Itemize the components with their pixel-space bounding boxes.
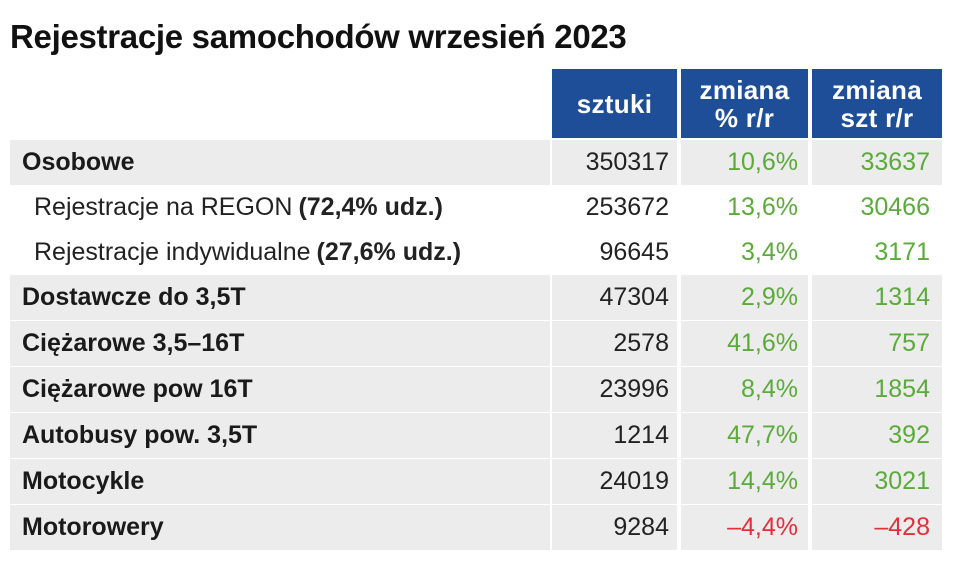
row-label: Motocykle: [10, 459, 550, 504]
row-label: Ciężarowe pow 16T: [10, 367, 550, 412]
column-header-zmiana-pct: zmiana % r/r: [681, 69, 808, 138]
row-zmiana-szt: 1314: [812, 275, 942, 320]
row-sztuki: 9284: [552, 505, 677, 550]
row-label-container: Rejestracje na REGON (72,4% udz.): [10, 185, 550, 230]
row-sztuki: 23996: [552, 367, 677, 412]
page-title: Rejestracje samochodów wrzesień 2023: [10, 18, 627, 55]
table-row-motocykle: Motocykle 24019 14,4% 3021: [10, 459, 942, 504]
row-sztuki: 96645: [599, 238, 669, 266]
row-sztuki: 1214: [552, 413, 677, 458]
row-zmiana-pct: 8,4%: [681, 367, 808, 412]
row-label: Dostawcze do 3,5T: [10, 275, 550, 320]
row-zmiana-pct: 14,4%: [681, 459, 808, 504]
row-label: Autobusy pow. 3,5T: [10, 413, 550, 458]
row-sztuki: 253672: [585, 193, 669, 221]
table-row-dostawcze: Dostawcze do 3,5T 47304 2,9% 1314: [10, 275, 942, 320]
row-zmiana-szt: 3171: [874, 238, 930, 266]
row-label: Osobowe: [10, 140, 550, 185]
row-zmiana-szt: 30466: [860, 193, 930, 221]
row-zmiana-szt: 33637: [812, 140, 942, 185]
row-sztuki: 47304: [552, 275, 677, 320]
row-zmiana-szt: –428: [812, 505, 942, 550]
row-label: Motorowery: [10, 505, 550, 550]
table-row-regon: Rejestracje na REGON (72,4% udz.) 253672…: [10, 185, 942, 230]
row-sztuki: 350317: [552, 140, 677, 185]
table-row-autobusy: Autobusy pow. 3,5T 1214 47,7% 392: [10, 413, 942, 458]
row-label-container: Rejestracje indywidualne (27,6% udz.): [10, 230, 550, 275]
row-label: Ciężarowe 3,5–16T: [10, 321, 550, 366]
column-header-zmiana-pct-line2: % r/r: [714, 102, 775, 133]
table-row-motorowery: Motorowery 9284 –4,4% –428: [10, 505, 942, 550]
row-zmiana-pct: 41,6%: [681, 321, 808, 366]
row-sztuki: 2578: [552, 321, 677, 366]
table-row-indywidualne: Rejestracje indywidualne (27,6% udz.) 96…: [10, 230, 942, 275]
row-zmiana-szt: 1854: [812, 367, 942, 412]
row-zmiana-szt: 757: [812, 321, 942, 366]
row-zmiana-szt: 3021: [812, 459, 942, 504]
row-label: Rejestracje indywidualne: [34, 238, 311, 266]
row-zmiana-pct: 2,9%: [681, 275, 808, 320]
row-zmiana-pct: 47,7%: [681, 413, 808, 458]
row-zmiana-pct: 13,6%: [727, 193, 798, 221]
table-row-ciezarowe-3-16: Ciężarowe 3,5–16T 2578 41,6% 757: [10, 321, 942, 366]
column-header-zmiana-szt-line2: szt r/r: [840, 102, 914, 133]
row-zmiana-pct: 3,4%: [741, 238, 798, 266]
column-header-sztuki: sztuki: [552, 69, 677, 138]
row-share: (72,4% udz.): [298, 193, 443, 221]
table-row-ciezarowe-pow-16: Ciężarowe pow 16T 23996 8,4% 1854: [10, 367, 942, 412]
table-row-osobowe: Osobowe 350317 10,6% 33637: [10, 140, 942, 185]
column-header-sztuki-label: sztuki: [576, 88, 653, 119]
row-zmiana-szt: 392: [812, 413, 942, 458]
column-header-zmiana-pct-line1: zmiana: [699, 74, 790, 105]
column-header-zmiana-szt: zmiana szt r/r: [812, 69, 942, 138]
row-zmiana-pct: 10,6%: [681, 140, 808, 185]
column-header-zmiana-szt-line1: zmiana: [832, 74, 922, 105]
row-label: Rejestracje na REGON: [34, 193, 293, 221]
row-sztuki: 24019: [552, 459, 677, 504]
row-zmiana-pct: –4,4%: [681, 505, 808, 550]
row-share: (27,6% udz.): [316, 238, 462, 266]
